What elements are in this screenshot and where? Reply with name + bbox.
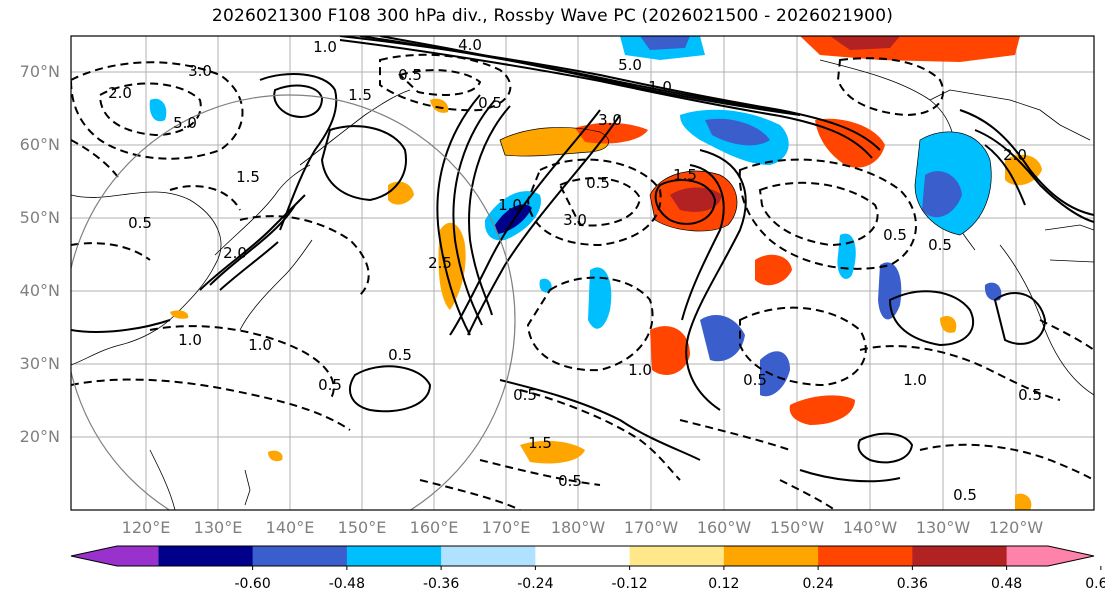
longitude-label: 170°W bbox=[623, 518, 679, 537]
colorbar-segment bbox=[71, 546, 159, 566]
contour-label: 0.5 bbox=[586, 174, 610, 192]
colorbar-segment bbox=[1006, 546, 1094, 566]
contour-label: 1.0 bbox=[313, 38, 337, 56]
longitude-label: 120°W bbox=[988, 518, 1044, 537]
longitude-label: 140°W bbox=[842, 518, 898, 537]
contour-label: 0.5 bbox=[928, 236, 952, 254]
contour-labels: 1.0 4.0 3.0 5.0 1.5 0.5 2.0 5.0 0.5 1.0 3.0 1.5 0.5 2… bbox=[108, 36, 1042, 504]
map-title: 2026021300 F108 300 hPa div., Rossby Wav… bbox=[211, 6, 894, 26]
contour-label: 1.5 bbox=[528, 434, 552, 452]
latitude-label: 60°N bbox=[19, 135, 60, 154]
contour-label: 2.0 bbox=[223, 244, 247, 262]
colorbar-segment bbox=[346, 546, 442, 566]
colorbar-tick-label: 0.36 bbox=[896, 576, 928, 592]
colorbar-segment bbox=[252, 546, 348, 566]
colorbar-segment bbox=[723, 546, 819, 566]
contour-label: 3.0 bbox=[563, 211, 587, 229]
colorbar-segment bbox=[629, 546, 725, 566]
longitude-label: 150°W bbox=[769, 518, 825, 537]
colorbar-segment bbox=[535, 546, 631, 566]
contour-label: 1.0 bbox=[248, 336, 272, 354]
colorbar-segment bbox=[158, 546, 254, 566]
colorbar-segment bbox=[818, 546, 913, 566]
colorbar-tick-label: 0.12 bbox=[708, 576, 740, 592]
latitude-label: 70°N bbox=[19, 62, 60, 81]
colorbar-tick-label: 0.24 bbox=[802, 576, 834, 592]
contour-label: 4.0 bbox=[458, 36, 482, 54]
contour-label: 5.0 bbox=[618, 56, 642, 74]
longitude-label: 150°E bbox=[337, 518, 387, 537]
contour-label: 5.0 bbox=[173, 114, 197, 132]
contour-label: 3.0 bbox=[188, 62, 212, 80]
colorbar-tick-label: -0.12 bbox=[611, 576, 648, 592]
thin-contours bbox=[499, 127, 992, 236]
latitude-label: 20°N bbox=[19, 427, 60, 446]
longitude-label: 160°E bbox=[409, 518, 459, 537]
latitude-label: 30°N bbox=[19, 354, 60, 373]
longitude-label: 130°W bbox=[915, 518, 971, 537]
contour-label: 0.5 bbox=[558, 472, 582, 490]
contour-label: 0.5 bbox=[318, 376, 342, 394]
projection-circle bbox=[71, 94, 516, 510]
colorbar-outline bbox=[70, 545, 1095, 567]
latitude-label: 50°N bbox=[19, 208, 60, 227]
longitude-label: 130°E bbox=[193, 518, 243, 537]
colorbar-tick-label: -0.60 bbox=[234, 576, 271, 592]
contour-label: 0.5 bbox=[883, 226, 907, 244]
contour-label: 1.5 bbox=[348, 86, 372, 104]
contour-label: 0.5 bbox=[398, 66, 422, 84]
latitude-label: 40°N bbox=[19, 281, 60, 300]
contour-label: 1.0 bbox=[498, 196, 522, 214]
contour-label: 0.5 bbox=[478, 94, 502, 112]
contour-label: 0.5 bbox=[953, 486, 977, 504]
contour-label: 1.0 bbox=[648, 78, 672, 96]
contour-label: 0.5 bbox=[1018, 386, 1042, 404]
contour-label: 0.5 bbox=[513, 386, 537, 404]
contour-label: 0.5 bbox=[743, 371, 767, 389]
longitude-label: 120°E bbox=[121, 518, 171, 537]
contour-label: 1.0 bbox=[628, 361, 652, 379]
divergence-shading bbox=[149, 36, 1042, 510]
longitude-label: 170°E bbox=[481, 518, 531, 537]
colorbar-segment bbox=[912, 546, 1008, 566]
contour-label: 0.5 bbox=[388, 346, 412, 364]
contour-label: 3.0 bbox=[598, 111, 622, 129]
contour-label: 1.5 bbox=[673, 166, 697, 184]
negative-contours bbox=[71, 53, 1094, 510]
map-frame bbox=[70, 35, 1095, 511]
contour-label: 0.5 bbox=[128, 214, 152, 232]
contour-label: 1.0 bbox=[178, 331, 202, 349]
contour-label: 1.0 bbox=[903, 371, 927, 389]
colorbar-tick-label: -0.36 bbox=[423, 576, 460, 592]
colorbar-tick-label: -0.24 bbox=[517, 576, 554, 592]
contour-label: 2.5 bbox=[428, 254, 452, 272]
colorbar-tick-label: 0.60 bbox=[1085, 576, 1105, 592]
contour-label: 2.0 bbox=[1003, 146, 1027, 164]
contour-label: 1.5 bbox=[236, 168, 260, 186]
longitude-label: 140°E bbox=[265, 518, 315, 537]
colorbar-tick-label: -0.48 bbox=[328, 576, 365, 592]
colorbar-tick-label: 0.48 bbox=[991, 576, 1023, 592]
contour-label: 2.0 bbox=[108, 84, 132, 102]
longitude-label: 160°W bbox=[696, 518, 752, 537]
longitude-label: 180°W bbox=[550, 518, 606, 537]
colorbar-segment bbox=[441, 546, 536, 566]
